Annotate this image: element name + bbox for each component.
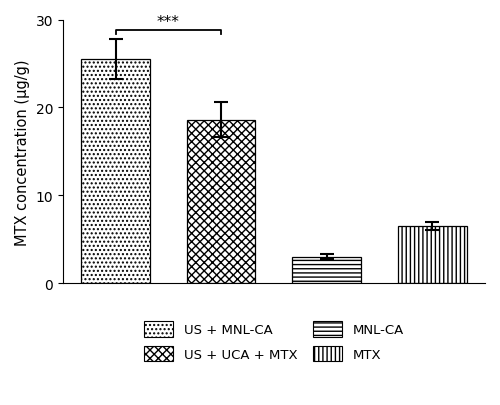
Bar bbox=[187, 120, 256, 284]
Y-axis label: MTX concentration (μg/g): MTX concentration (μg/g) bbox=[15, 59, 30, 245]
Bar bbox=[398, 226, 466, 284]
Bar bbox=[82, 60, 150, 284]
Legend: US + MNL-CA, US + UCA + MTX, MNL-CA, MTX: US + MNL-CA, US + UCA + MTX, MNL-CA, MTX bbox=[138, 316, 409, 367]
Bar bbox=[292, 257, 361, 284]
Text: ***: *** bbox=[157, 15, 180, 30]
